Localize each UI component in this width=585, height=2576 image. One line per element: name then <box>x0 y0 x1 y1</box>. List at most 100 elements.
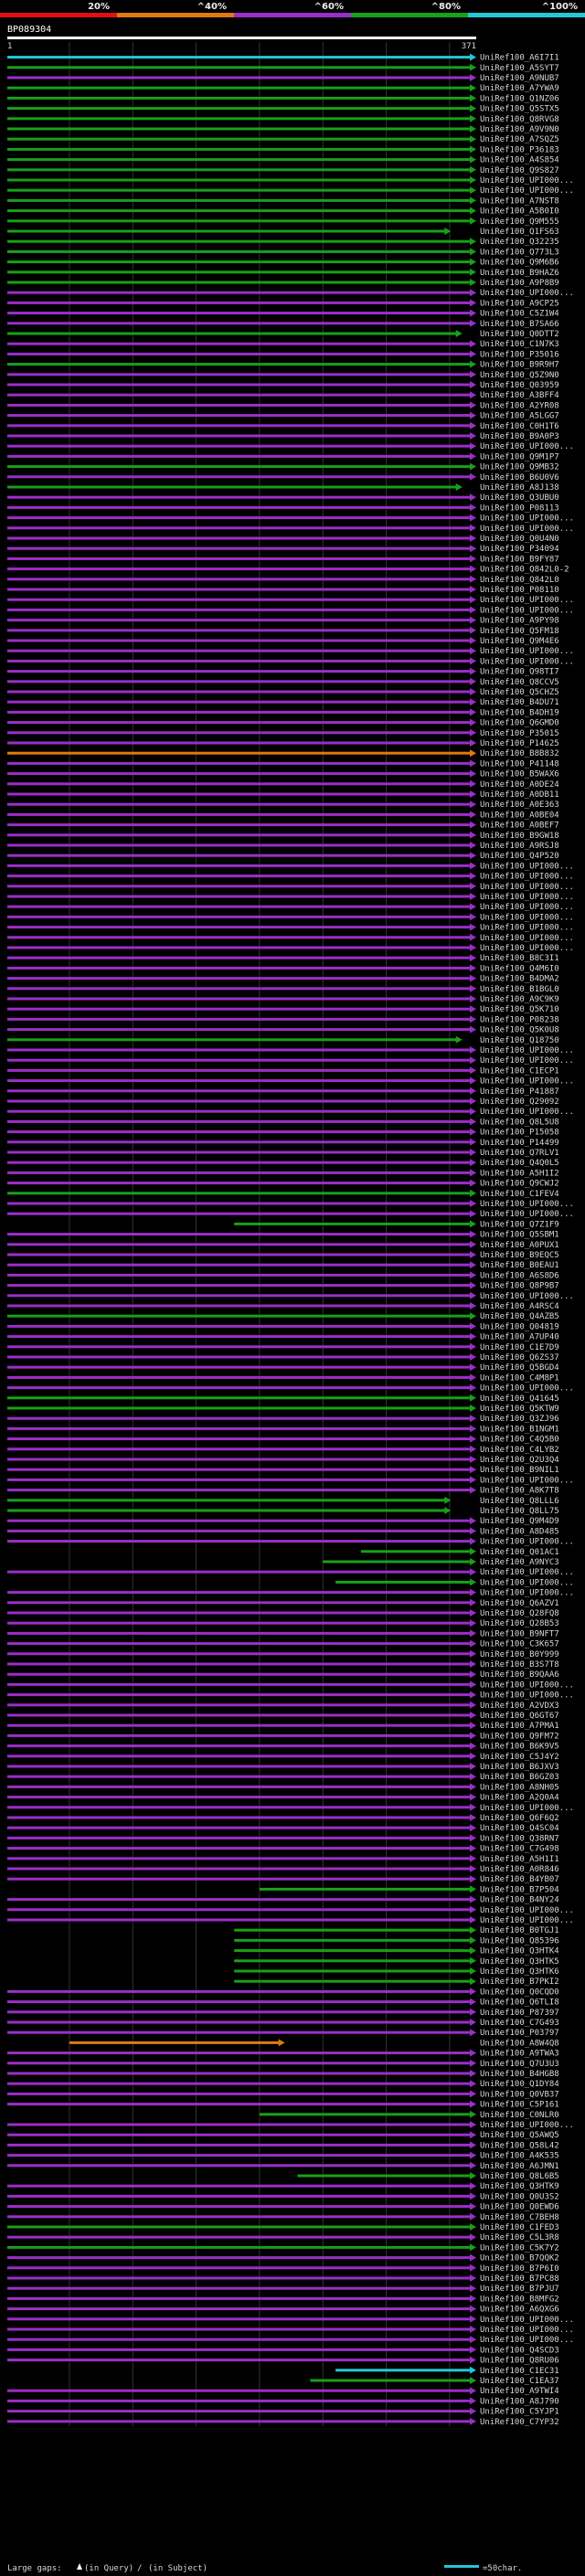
hit-label[interactable]: UniRef100_Q9M4E6 <box>480 637 559 646</box>
hit-label[interactable]: UniRef100_Q7RLV1 <box>480 1149 559 1158</box>
hit-label[interactable]: UniRef100_Q7Z1F9 <box>480 1220 559 1229</box>
hit-label[interactable]: UniRef100_B1NGM1 <box>480 1425 559 1434</box>
hit-label[interactable]: UniRef100_P08238 <box>480 1015 559 1024</box>
hit-label[interactable]: UniRef100_A4K535 <box>480 2152 559 2161</box>
hit-label[interactable]: UniRef100_Q04819 <box>480 1322 559 1331</box>
hit-label[interactable]: UniRef100_UPI000... <box>480 514 574 524</box>
hit-label[interactable]: UniRef100_C1N7K3 <box>480 340 559 349</box>
hit-label[interactable]: UniRef100_P87397 <box>480 2009 559 2018</box>
hit-label[interactable]: UniRef100_UPI000... <box>480 2121 574 2130</box>
hit-label[interactable]: UniRef100_P35016 <box>480 350 559 359</box>
hit-label[interactable]: UniRef100_UPI000... <box>480 913 574 922</box>
hit-label[interactable]: UniRef100_Q2U3Q4 <box>480 1456 559 1465</box>
hit-label[interactable]: UniRef100_C1E7D9 <box>480 1343 559 1352</box>
hit-label[interactable]: UniRef100_Q1DY84 <box>480 2080 559 2089</box>
hit-label[interactable]: UniRef100_Q5SBM1 <box>480 1231 559 1240</box>
hit-label[interactable]: UniRef100_Q4SC04 <box>480 1824 559 1833</box>
hit-label[interactable]: UniRef100_A4RSC4 <box>480 1302 559 1311</box>
hit-label[interactable]: UniRef100_B7PKI2 <box>480 1977 559 1987</box>
hit-label[interactable]: UniRef100_A9TWI4 <box>480 2387 559 2396</box>
hit-label[interactable]: UniRef100_C4LYB2 <box>480 1446 559 1455</box>
hit-label[interactable]: UniRef100_UPI000... <box>480 1292 574 1301</box>
hit-label[interactable]: UniRef100_B7PJU7 <box>480 2284 559 2294</box>
hit-label[interactable]: UniRef100_Q03959 <box>480 381 559 390</box>
hit-label[interactable]: UniRef100_B4DH19 <box>480 708 559 717</box>
hit-label[interactable]: UniRef100_Q38RN7 <box>480 1834 559 1843</box>
hit-label[interactable]: UniRef100_P03797 <box>480 2029 559 2038</box>
hit-label[interactable]: UniRef100_UPI000... <box>480 883 574 892</box>
hit-label[interactable]: UniRef100_A8J138 <box>480 483 559 493</box>
hit-label[interactable]: UniRef100_Q58L42 <box>480 2141 559 2150</box>
hit-label[interactable]: UniRef100_P41887 <box>480 1087 559 1097</box>
hit-label[interactable]: UniRef100_C1EC31 <box>480 2367 559 2376</box>
hit-label[interactable]: UniRef100_UPI000... <box>480 1578 574 1587</box>
hit-label[interactable]: UniRef100_C1ECP1 <box>480 1066 559 1076</box>
hit-label[interactable]: UniRef100_P08113 <box>480 504 559 513</box>
hit-label[interactable]: UniRef100_P14625 <box>480 739 559 748</box>
hit-label[interactable]: UniRef100_Q4M6I0 <box>480 964 559 973</box>
hit-label[interactable]: UniRef100_C7YP32 <box>480 2418 559 2427</box>
hit-label[interactable]: UniRef100_Q6GT67 <box>480 1712 559 1721</box>
hit-label[interactable]: UniRef100_A7NST8 <box>480 196 559 206</box>
hit-label[interactable]: UniRef100_UPI000... <box>480 1108 574 1117</box>
hit-label[interactable]: UniRef100_Q0U4N0 <box>480 535 559 544</box>
hit-label[interactable]: UniRef100_Q5Z9N0 <box>480 371 559 380</box>
hit-label[interactable]: UniRef100_B9GW18 <box>480 832 559 841</box>
hit-label[interactable]: UniRef100_A0PUX1 <box>480 1241 559 1250</box>
hit-label[interactable]: UniRef100_A8NH05 <box>480 1783 559 1792</box>
hit-label[interactable]: UniRef100_B6GZ03 <box>480 1773 559 1782</box>
hit-label[interactable]: UniRef100_UPI000... <box>480 2316 574 2325</box>
hit-label[interactable]: UniRef100_A9PY98 <box>480 617 559 626</box>
hit-label[interactable]: UniRef100_A7UP40 <box>480 1333 559 1342</box>
hit-label[interactable]: UniRef100_P08110 <box>480 586 559 595</box>
hit-label[interactable]: UniRef100_B8B832 <box>480 749 559 758</box>
hit-label[interactable]: UniRef100_UPI000... <box>480 1077 574 1087</box>
hit-label[interactable]: UniRef100_C7G493 <box>480 2019 559 2028</box>
hit-label[interactable]: UniRef100_A6I7I1 <box>480 54 559 63</box>
hit-label[interactable]: UniRef100_A9NYC3 <box>480 1558 559 1567</box>
hit-label[interactable]: UniRef100_A0E363 <box>480 800 559 810</box>
hit-label[interactable]: UniRef100_A9V9N0 <box>480 125 559 134</box>
hit-label[interactable]: UniRef100_B7P6I0 <box>480 2264 559 2274</box>
hit-label[interactable]: UniRef100_A8W4Q8 <box>480 2039 559 2048</box>
hit-label[interactable]: UniRef100_Q8P9B7 <box>480 1282 559 1291</box>
hit-label[interactable]: UniRef100_B9QAA6 <box>480 1670 559 1680</box>
hit-label[interactable]: UniRef100_Q32235 <box>480 238 559 247</box>
hit-label[interactable]: UniRef100_A5B0I0 <box>480 207 559 217</box>
hit-label[interactable]: UniRef100_B4HGB8 <box>480 2070 559 2079</box>
hit-label[interactable]: UniRef100_Q7U3U3 <box>480 2060 559 2069</box>
hit-label[interactable]: UniRef100_A9TWA3 <box>480 2050 559 2059</box>
hit-label[interactable]: UniRef100_UPI000... <box>480 924 574 933</box>
hit-label[interactable]: UniRef100_B3S7T8 <box>480 1660 559 1670</box>
hit-label[interactable]: UniRef100_B5WAX6 <box>480 770 559 779</box>
hit-label[interactable]: UniRef100_Q01AC1 <box>480 1548 559 1557</box>
hit-label[interactable]: UniRef100_Q0VB37 <box>480 2090 559 2099</box>
hit-label[interactable]: UniRef100_UPI000... <box>480 1046 574 1055</box>
hit-label[interactable]: UniRef100_A0R846 <box>480 1865 559 1874</box>
hit-label[interactable]: UniRef100_A5LGG7 <box>480 412 559 421</box>
hit-label[interactable]: UniRef100_Q98TI7 <box>480 668 559 677</box>
hit-label[interactable]: UniRef100_B0TGJ1 <box>480 1926 559 1935</box>
hit-label[interactable]: UniRef100_Q0EWD6 <box>480 2203 559 2212</box>
hit-label[interactable]: UniRef100_UPI000... <box>480 1200 574 1209</box>
hit-label[interactable]: UniRef100_A8J790 <box>480 2397 559 2406</box>
hit-label[interactable]: UniRef100_Q18750 <box>480 1036 559 1045</box>
hit-label[interactable]: UniRef100_A5H1I1 <box>480 1855 559 1864</box>
hit-label[interactable]: UniRef100_C4M8P1 <box>480 1373 559 1383</box>
hit-label[interactable]: UniRef100_Q9M4D9 <box>480 1517 559 1526</box>
hit-label[interactable]: UniRef100_Q0CQD0 <box>480 1988 559 1997</box>
hit-label[interactable]: UniRef100_C7BEH8 <box>480 2213 559 2222</box>
hit-label[interactable]: UniRef100_Q8LLL6 <box>480 1497 559 1506</box>
hit-label[interactable]: UniRef100_Q0U3S2 <box>480 2192 559 2201</box>
hit-label[interactable]: UniRef100_Q5K710 <box>480 1005 559 1014</box>
hit-label[interactable]: UniRef100_Q3HTK5 <box>480 1957 559 1966</box>
hit-label[interactable]: UniRef100_A4S854 <box>480 156 559 165</box>
hit-label[interactable]: UniRef100_Q6TLI8 <box>480 1998 559 2008</box>
hit-label[interactable]: UniRef100_UPI000... <box>480 1680 574 1690</box>
hit-label[interactable]: UniRef100_P36183 <box>480 145 559 154</box>
hit-label[interactable]: UniRef100_C1EA37 <box>480 2377 559 2386</box>
hit-label[interactable]: UniRef100_Q9M1P7 <box>480 452 559 461</box>
hit-label[interactable]: UniRef100_UPI000... <box>480 903 574 912</box>
hit-label[interactable]: UniRef100_Q6GMD0 <box>480 719 559 728</box>
hit-label[interactable]: UniRef100_Q9M6B6 <box>480 259 559 268</box>
